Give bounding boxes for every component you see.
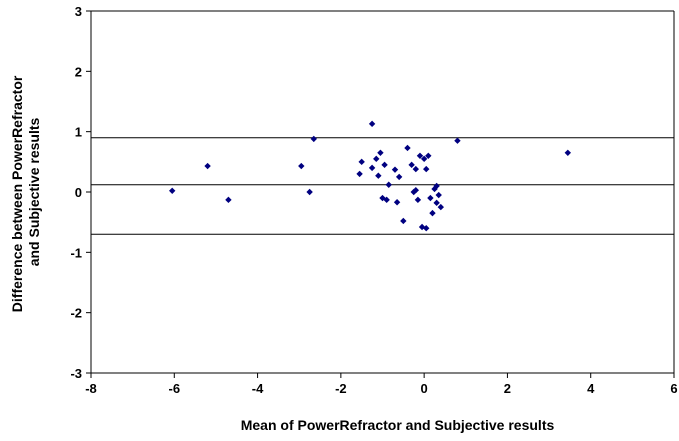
data-point <box>381 161 388 169</box>
data-point <box>169 187 176 194</box>
data-point <box>368 164 376 172</box>
y-tick-label: -3 <box>70 366 82 381</box>
data-point <box>298 162 305 170</box>
data-point <box>423 225 430 232</box>
data-point <box>375 172 382 179</box>
x-tick-label: -8 <box>85 381 97 396</box>
data-point <box>414 196 422 204</box>
y-tick-label: 3 <box>75 4 82 19</box>
y-tick-label: 0 <box>75 185 82 200</box>
data-point <box>310 135 317 143</box>
x-tick-label: -6 <box>169 381 181 396</box>
data-point <box>427 194 434 202</box>
y-tick-label: 1 <box>75 125 82 140</box>
y-ticks: -3 -2 -1 0 1 2 3 <box>70 4 91 381</box>
y-tick-label: -1 <box>70 245 82 260</box>
data-point <box>391 166 399 173</box>
data-point <box>564 149 572 156</box>
data-point <box>395 173 403 181</box>
y-axis-title-line-1: Difference between PowerRefractor <box>9 75 25 312</box>
data-point <box>433 182 440 190</box>
data-point <box>393 199 401 206</box>
x-tick-label: 4 <box>587 381 595 396</box>
x-tick-label: 6 <box>670 381 677 396</box>
y-tick-label: 2 <box>75 64 82 79</box>
data-point <box>356 170 363 178</box>
data-point <box>358 158 365 166</box>
data-point <box>416 152 424 159</box>
data-point <box>435 191 442 199</box>
x-axis-title: Mean of PowerRefractor and Subjective re… <box>241 417 555 433</box>
data-point <box>408 161 415 169</box>
data-point <box>225 196 232 204</box>
y-tick-label: -2 <box>70 306 82 321</box>
x-tick-label: -4 <box>252 381 264 396</box>
data-point <box>420 155 428 163</box>
scatter-points <box>169 120 572 232</box>
x-tick-label: 0 <box>421 381 428 396</box>
data-point <box>423 165 430 173</box>
data-point <box>429 209 436 217</box>
data-point <box>437 203 444 211</box>
data-point <box>377 149 384 156</box>
data-point <box>373 155 380 163</box>
data-point <box>204 162 211 170</box>
x-tick-label: 2 <box>504 381 511 396</box>
reference-lines <box>91 137 674 235</box>
y-axis-title-line-2: and Subjective results <box>26 117 42 266</box>
data-point <box>400 217 407 225</box>
plot-area: -8 -6 -4 -2 0 2 4 6 -3 -2 -1 0 1 2 3 <box>70 4 677 396</box>
x-ticks: -8 -6 -4 -2 0 2 4 6 <box>85 373 678 396</box>
data-point <box>431 185 438 193</box>
y-axis-title: Difference between PowerRefractor and Su… <box>9 72 42 312</box>
data-point <box>306 188 313 196</box>
data-point <box>383 196 390 204</box>
data-point <box>433 199 440 207</box>
x-tick-label: -2 <box>335 381 347 396</box>
data-point <box>385 181 392 188</box>
data-point <box>412 186 420 194</box>
data-point <box>412 165 420 173</box>
data-point <box>368 120 376 128</box>
data-point <box>425 152 432 159</box>
data-point <box>454 137 461 144</box>
data-point <box>404 144 411 152</box>
